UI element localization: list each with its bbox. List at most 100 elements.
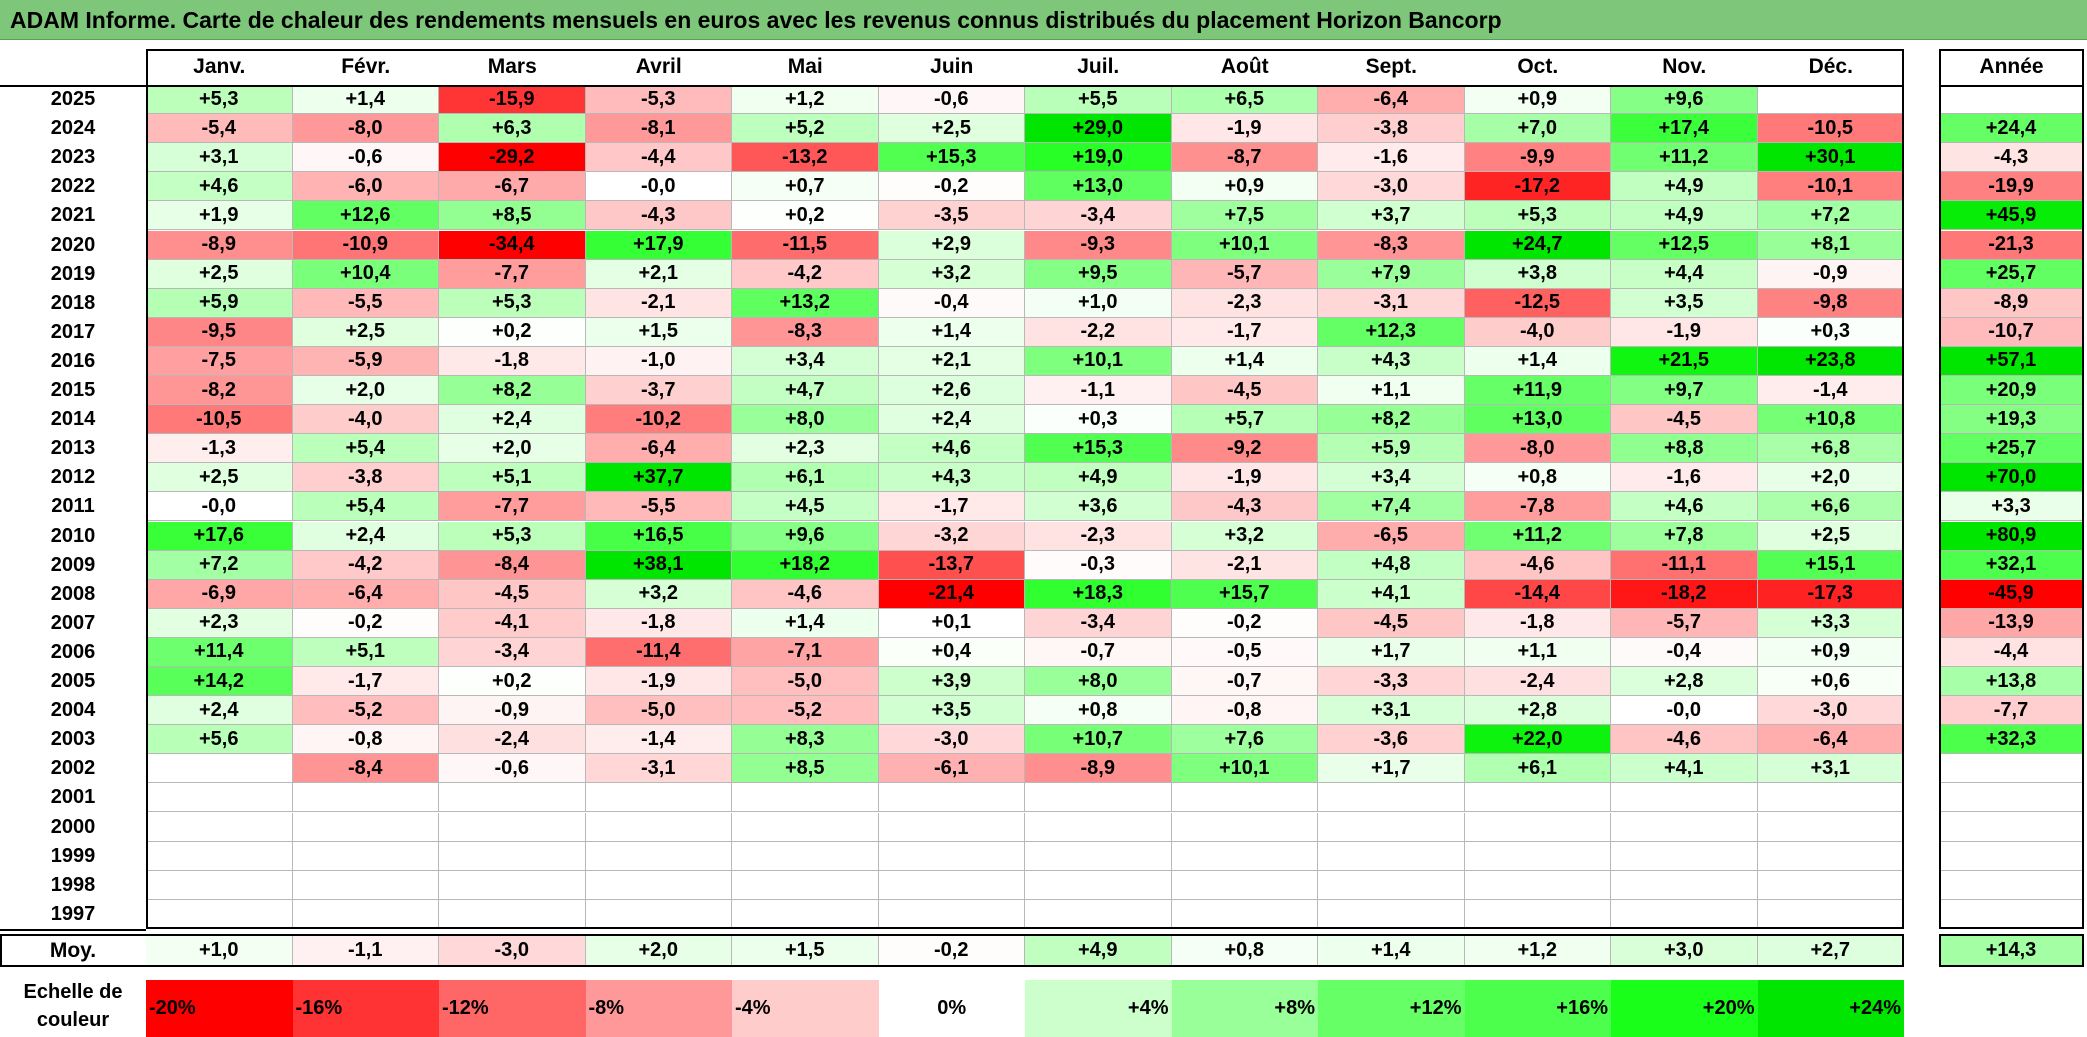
annual-total-cell: +25,7 <box>1939 259 2084 289</box>
color-scale-step: +4% <box>1025 980 1172 1037</box>
heatmap-cell: +5,6 <box>146 725 293 755</box>
heatmap-cell: +10,1 <box>1025 346 1172 376</box>
heatmap-cell: -34,4 <box>439 230 586 260</box>
heatmap-cell: -5,2 <box>292 696 439 726</box>
heatmap-cell: -6,4 <box>292 579 439 609</box>
heatmap-cell <box>585 870 732 900</box>
heatmap-cell: -6,7 <box>439 172 586 202</box>
heatmap-cell: -0,3 <box>1025 550 1172 580</box>
row-year-label: 1999 <box>50 844 96 867</box>
heatmap-cell <box>878 899 1025 929</box>
heatmap-cell: -0,9 <box>439 696 586 726</box>
heatmap-cell: +7,2 <box>1757 201 1904 231</box>
row-year-label: 2002 <box>50 757 96 780</box>
heatmap-cell <box>1611 841 1758 871</box>
heatmap-cell: +11,2 <box>1464 521 1611 551</box>
heatmap-cell: -7,5 <box>146 346 293 376</box>
heatmap-cell: +2,1 <box>585 259 732 289</box>
heatmap-cell <box>1611 899 1758 929</box>
heatmap-cell <box>292 899 439 929</box>
color-scale-step: 0% <box>878 980 1025 1037</box>
heatmap-cell: +2,5 <box>1757 521 1904 551</box>
heatmap-cell <box>1464 783 1611 813</box>
average-cell: +1,4 <box>1318 934 1465 967</box>
heatmap-cell <box>146 870 293 900</box>
row-year-label: 2021 <box>50 204 96 227</box>
heatmap-cell: +3,3 <box>1757 608 1904 638</box>
heatmap-cell: -5,5 <box>585 492 732 522</box>
row-year-label: 2012 <box>50 466 96 489</box>
heatmap-cell: -0,6 <box>292 143 439 173</box>
heatmap-cell: +2,4 <box>292 521 439 551</box>
heatmap-cell: +10,4 <box>292 259 439 289</box>
heatmap-cell: -3,4 <box>1025 608 1172 638</box>
heatmap-cell: +5,1 <box>292 637 439 667</box>
heatmap-cell: +7,9 <box>1318 259 1465 289</box>
heatmap-cell: +5,4 <box>292 434 439 464</box>
heatmap-cell: +5,5 <box>1025 85 1172 115</box>
heatmap-cell: +4,3 <box>878 463 1025 493</box>
heatmap-cell: +0,3 <box>1757 317 1904 347</box>
heatmap-cell: +8,5 <box>439 201 586 231</box>
heatmap-cell: +0,1 <box>878 608 1025 638</box>
annual-total-cell <box>1939 841 2084 871</box>
heatmap-cell: +4,7 <box>732 376 879 406</box>
heatmap-cell: +24,7 <box>1464 230 1611 260</box>
heatmap-cell: +3,6 <box>1025 492 1172 522</box>
heatmap-cell <box>439 870 586 900</box>
heatmap-cell: -1,7 <box>292 667 439 697</box>
heatmap-cell: -0,0 <box>585 172 732 202</box>
heatmap-cell: -5,9 <box>292 346 439 376</box>
month-header: Oct. <box>1517 55 1559 78</box>
heatmap-cell: -4,1 <box>439 608 586 638</box>
annual-total-cell: +45,9 <box>1939 201 2084 231</box>
heatmap-cell <box>1611 783 1758 813</box>
heatmap-cell <box>1171 783 1318 813</box>
heatmap-cell <box>1464 812 1611 842</box>
heatmap-cell: -3,0 <box>878 725 1025 755</box>
heatmap-cell: +7,5 <box>1171 201 1318 231</box>
annual-total-cell: -13,9 <box>1939 608 2084 638</box>
row-year-label: 1998 <box>50 873 96 896</box>
heatmap-cell: -9,2 <box>1171 434 1318 464</box>
heatmap-cell: +9,7 <box>1611 376 1758 406</box>
month-header: Nov. <box>1662 55 1707 78</box>
average-cell: +2,0 <box>585 934 732 967</box>
heatmap-cell: -8,9 <box>1025 754 1172 784</box>
heatmap-cell: +4,9 <box>1611 172 1758 202</box>
average-cell: +3,0 <box>1611 934 1758 967</box>
heatmap-cell: -1,6 <box>1611 463 1758 493</box>
heatmap-cell <box>1171 870 1318 900</box>
month-header: Févr. <box>341 55 391 78</box>
heatmap-cell: +5,3 <box>1464 201 1611 231</box>
color-scale-step: -16% <box>292 980 439 1037</box>
heatmap-cell: -8,3 <box>1318 230 1465 260</box>
heatmap-cell: +2,5 <box>292 317 439 347</box>
heatmap-cell <box>1318 841 1465 871</box>
heatmap-cell <box>1025 783 1172 813</box>
year-total-header: Année <box>1979 55 2044 78</box>
heatmap-cell: -13,7 <box>878 550 1025 580</box>
heatmap-cell: -4,2 <box>732 259 879 289</box>
heatmap-cell: -1,8 <box>439 346 586 376</box>
heatmap-cell: -0,5 <box>1171 637 1318 667</box>
heatmap-cell: +5,9 <box>146 288 293 318</box>
heatmap-cell: +0,3 <box>1025 405 1172 435</box>
heatmap-cell: +5,4 <box>292 492 439 522</box>
annual-total-cell: +80,9 <box>1939 521 2084 551</box>
heatmap-cell: +29,0 <box>1025 114 1172 144</box>
annual-total-cell: +19,3 <box>1939 405 2084 435</box>
heatmap-cell: -7,7 <box>439 259 586 289</box>
heatmap-cell: +1,4 <box>1171 346 1318 376</box>
annual-total-cell: +70,0 <box>1939 463 2084 493</box>
heatmap-cell: +7,4 <box>1318 492 1465 522</box>
row-year-label: 2023 <box>50 146 96 169</box>
heatmap-cell: +1,4 <box>878 317 1025 347</box>
heatmap-cell: -11,1 <box>1611 550 1758 580</box>
chart-title: ADAM Informe. Carte de chaleur des rende… <box>10 7 1502 33</box>
heatmap-cell: +1,7 <box>1318 637 1465 667</box>
annual-header-underline <box>1939 85 2084 87</box>
month-header: Janv. <box>193 55 246 78</box>
row-year-label: 2020 <box>50 233 96 256</box>
row-year-label: 2019 <box>50 262 96 285</box>
